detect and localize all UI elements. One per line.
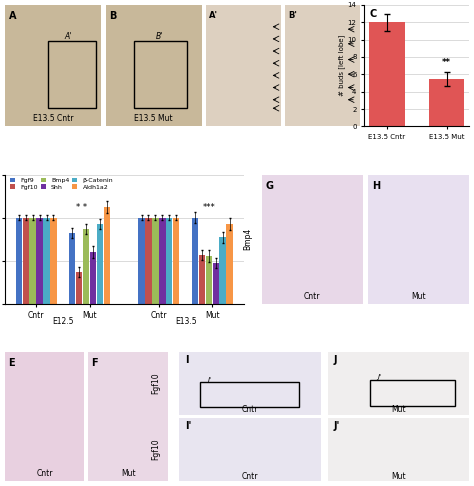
Bar xyxy=(138,218,145,304)
Legend: Fgf9, Fgf10, Bmp4, Shh, β-Catenin, Aldh1a2: Fgf9, Fgf10, Bmp4, Shh, β-Catenin, Aldh1… xyxy=(8,175,116,192)
Bar xyxy=(369,22,405,126)
Text: Mut: Mut xyxy=(411,292,426,301)
Bar xyxy=(29,218,36,304)
Text: E13.5 Mut: E13.5 Mut xyxy=(135,114,173,123)
Text: Mut: Mut xyxy=(121,469,136,478)
Bar xyxy=(219,238,226,304)
Text: Fgf10: Fgf10 xyxy=(151,439,160,460)
Text: Bmp4: Bmp4 xyxy=(243,228,252,250)
Text: A: A xyxy=(9,11,16,21)
Bar xyxy=(16,218,22,304)
Bar xyxy=(370,381,455,405)
Text: J': J' xyxy=(377,374,381,380)
Text: I': I' xyxy=(185,421,191,431)
Bar xyxy=(97,224,103,304)
Bar xyxy=(227,224,233,304)
Text: **: ** xyxy=(442,58,451,68)
Bar xyxy=(23,218,29,304)
Text: E13.5 Cntr: E13.5 Cntr xyxy=(33,114,73,123)
Text: F: F xyxy=(91,358,98,368)
Text: G: G xyxy=(265,181,273,191)
Text: * *: * * xyxy=(76,203,87,211)
Text: H: H xyxy=(372,181,380,191)
Bar xyxy=(206,256,212,304)
Text: C: C xyxy=(369,9,377,18)
Bar xyxy=(43,218,50,304)
Text: Mut: Mut xyxy=(391,471,406,481)
Y-axis label: # buds [left lobe]: # buds [left lobe] xyxy=(338,35,345,96)
Bar xyxy=(173,218,180,304)
Bar xyxy=(104,208,110,304)
Bar xyxy=(212,263,219,304)
Text: B': B' xyxy=(155,32,163,41)
Text: I': I' xyxy=(208,377,211,382)
Text: B: B xyxy=(109,11,117,21)
Text: J': J' xyxy=(333,421,340,431)
Text: Cntr: Cntr xyxy=(304,292,320,301)
Text: Cntr: Cntr xyxy=(242,471,258,481)
Bar xyxy=(199,255,205,304)
Bar xyxy=(152,218,159,304)
Bar xyxy=(36,218,43,304)
Text: Cntr: Cntr xyxy=(36,469,53,478)
Bar xyxy=(135,41,187,108)
Bar xyxy=(76,272,82,304)
Text: A': A' xyxy=(210,11,219,20)
Text: E13.5: E13.5 xyxy=(175,317,196,326)
Text: I: I xyxy=(185,355,188,365)
Bar xyxy=(50,218,57,304)
Text: A': A' xyxy=(64,32,72,41)
Text: Mut: Mut xyxy=(391,405,406,415)
Bar xyxy=(69,233,75,304)
Bar xyxy=(159,218,165,304)
Text: E12.5: E12.5 xyxy=(52,317,73,326)
Bar xyxy=(201,382,300,407)
Bar xyxy=(48,41,96,108)
Bar xyxy=(90,252,96,304)
Bar xyxy=(146,218,152,304)
Text: Cntr: Cntr xyxy=(242,405,258,415)
Text: E: E xyxy=(8,358,15,368)
Text: B': B' xyxy=(288,11,297,20)
Bar xyxy=(191,218,198,304)
Bar xyxy=(428,79,465,126)
Text: J: J xyxy=(333,355,337,365)
Text: ***: *** xyxy=(203,203,216,211)
Bar xyxy=(83,229,89,304)
Bar xyxy=(166,218,173,304)
Text: Fgf10: Fgf10 xyxy=(151,373,160,394)
